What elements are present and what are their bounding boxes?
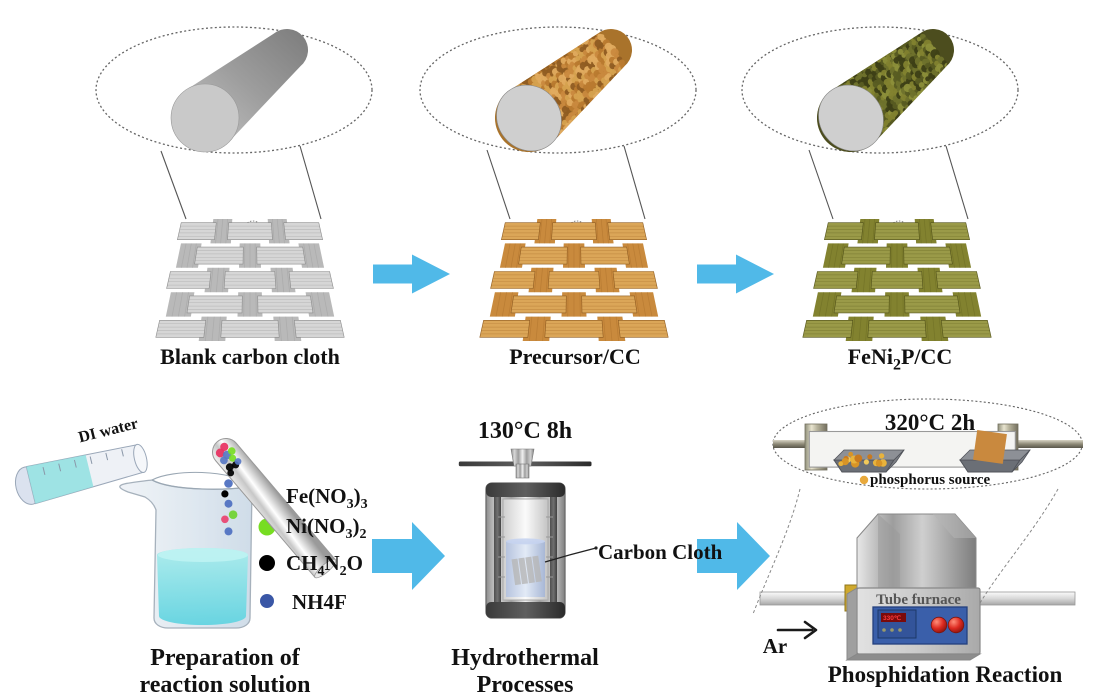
svg-text:330℃: 330℃ <box>883 614 902 622</box>
